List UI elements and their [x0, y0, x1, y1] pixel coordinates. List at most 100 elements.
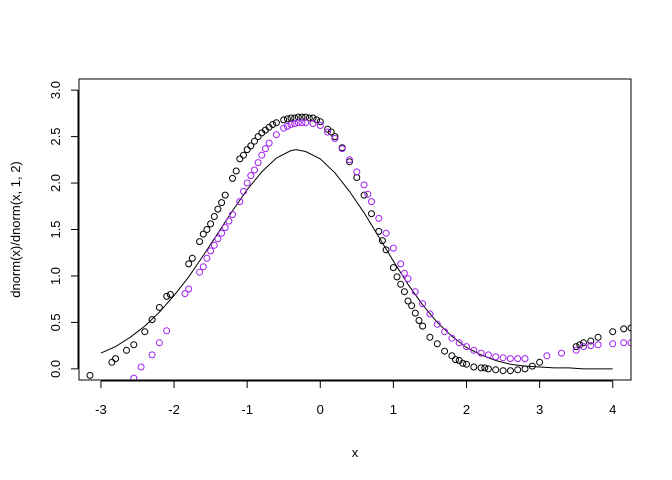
series-1-point [470, 363, 478, 371]
y-tick-label: 1.5 [48, 220, 63, 238]
series-2-point [163, 327, 171, 335]
x-tick-label: -1 [241, 402, 253, 417]
series-2-point [210, 241, 218, 249]
series-2-point [433, 320, 441, 328]
series-2-point [353, 168, 361, 176]
series-1-point [166, 291, 174, 298]
series-2-point [324, 128, 332, 136]
plot-frame [78, 78, 632, 381]
series-2-point [302, 119, 310, 127]
series-2-point [207, 247, 215, 255]
series-2-point [338, 145, 346, 153]
series-1-point [155, 304, 163, 311]
x-tick-label: 0 [317, 402, 324, 417]
series-2-point [236, 198, 244, 206]
x-axis: -3 -2 -1 0 1 2 3 4 [95, 380, 616, 417]
series-2-point [298, 119, 306, 127]
x-tick-label: -3 [95, 402, 107, 417]
x-tick-label: 1 [390, 402, 397, 417]
series-2-point [382, 229, 390, 237]
series-1-point [185, 260, 193, 268]
series-1-point [305, 114, 313, 122]
series-2-point [609, 340, 617, 348]
series-2-point [572, 346, 580, 354]
series-1-point [188, 254, 196, 262]
series-1-point [214, 205, 222, 213]
series-1-point [620, 325, 628, 333]
series-1-point [148, 316, 156, 324]
series-1-point [521, 365, 529, 373]
series-1-point [130, 341, 138, 349]
series-2-point [331, 135, 339, 142]
series-1-point [247, 142, 255, 150]
series-1-point [484, 365, 492, 373]
series-2-point [137, 363, 145, 371]
series-2-point [627, 339, 631, 347]
series-2-point [247, 172, 255, 180]
series-0-line [100, 149, 613, 370]
series-1-point [112, 355, 120, 363]
series-2-point [620, 339, 628, 347]
series-2-point [400, 269, 408, 277]
series-2-point [199, 263, 207, 271]
series-1-point [378, 237, 386, 245]
series-2-point [283, 122, 291, 130]
series-2-point [265, 139, 273, 147]
series-2-point [558, 349, 565, 357]
series-2-point [506, 355, 514, 363]
series-2-point [148, 351, 156, 359]
series-2-point [294, 119, 302, 127]
series-2-point [225, 217, 233, 225]
series-1-point [251, 137, 258, 145]
series-1-point [272, 119, 280, 127]
series-1-point [448, 352, 456, 360]
series-2-point [543, 352, 551, 360]
series-2-point [316, 122, 324, 129]
series-1-point [393, 273, 401, 281]
series-2-point [251, 166, 258, 174]
series-2-point [499, 354, 507, 362]
series-1-point [368, 210, 375, 218]
series-1-point [576, 341, 584, 349]
series-1-point [123, 346, 130, 354]
series-1-point [397, 280, 405, 288]
series-2-point [364, 190, 372, 198]
series-2-point [448, 334, 456, 342]
series-1-point [477, 364, 485, 372]
series-1-point [481, 364, 489, 372]
series-1-point [580, 339, 587, 347]
series-2-point [397, 260, 405, 268]
series-2-point [360, 181, 368, 189]
series-2-point [477, 349, 485, 357]
series-2-point [441, 328, 449, 336]
series-2-point [346, 156, 353, 164]
x-tick-label: 4 [609, 402, 616, 417]
x-tick-label: 2 [463, 402, 470, 417]
series-1-point [411, 309, 419, 317]
series-2-point [484, 351, 492, 359]
series-2-point [130, 374, 138, 380]
series-1-point [283, 115, 291, 123]
series-1-point [218, 199, 226, 207]
x-axis-label: x [352, 445, 359, 460]
series-1-point [221, 191, 229, 199]
series-2-point [240, 187, 247, 195]
series-2-point [218, 229, 226, 237]
series-1-point [528, 362, 536, 370]
series-1-point [514, 366, 522, 374]
series-1-point [587, 337, 595, 345]
series-1-point [313, 116, 321, 124]
series-1-point [207, 220, 215, 228]
series-2-point [243, 179, 251, 187]
series-2-point [203, 254, 211, 262]
series-1-point [203, 226, 211, 233]
series-1-point [86, 371, 94, 379]
series-1-point [232, 167, 240, 175]
series-2-point [229, 211, 236, 219]
series-1-point [459, 359, 467, 367]
series-2-point [492, 353, 500, 361]
series-1-point [141, 328, 149, 336]
series-1-point [404, 297, 412, 305]
series-1-point [236, 155, 244, 163]
series-1-point [572, 343, 580, 351]
